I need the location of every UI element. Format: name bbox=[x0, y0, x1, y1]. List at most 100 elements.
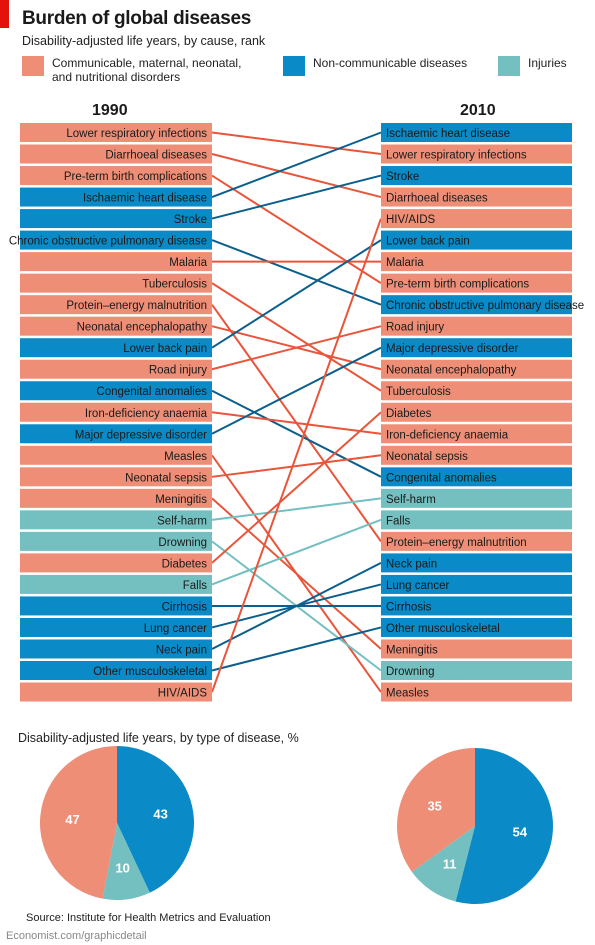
pie-label-2010-injuries: 11 bbox=[443, 856, 457, 871]
label-2010-chronic-obstructive-pulmonary-disease: Chronic obstructive pulmonary disease bbox=[386, 300, 584, 312]
box-1990-road-injury bbox=[20, 359, 212, 379]
label-1990-self-harm: Self-harm bbox=[157, 515, 207, 527]
rank-line-diabetes bbox=[211, 411, 382, 564]
brand-tag bbox=[0, 0, 9, 28]
label-1990-diarrhoeal-diseases: Diarrhoeal diseases bbox=[105, 150, 207, 162]
label-1990-meningitis: Meningitis bbox=[155, 494, 207, 506]
box-1990-drowning bbox=[20, 531, 212, 551]
label-2010-lower-respiratory-infections: Lower respiratory infections bbox=[386, 150, 527, 162]
pie-slice-2010-noncommunicable bbox=[455, 748, 554, 904]
label-2010-self-harm: Self-harm bbox=[386, 494, 436, 506]
rank-line-self-harm bbox=[211, 497, 382, 521]
label-2010-cirrhosis: Cirrhosis bbox=[386, 601, 432, 613]
label-1990-other-musculoskeletal: Other musculoskeletal bbox=[93, 666, 207, 678]
year-label-2010: 2010 bbox=[460, 102, 496, 119]
label-2010-iron-deficiency-anaemia: Iron-deficiency anaemia bbox=[386, 429, 509, 441]
pie-chart-1990: 43 10 47 bbox=[39, 746, 194, 900]
legend-swatch-injuries bbox=[498, 56, 520, 76]
label-2010-meningitis: Meningitis bbox=[386, 644, 438, 656]
rank-line-falls bbox=[211, 518, 382, 586]
box-2010-self-harm bbox=[381, 488, 572, 508]
label-2010-other-musculoskeletal: Other musculoskeletal bbox=[386, 623, 500, 635]
label-2010-road-injury: Road injury bbox=[386, 322, 444, 334]
label-2010-congenital-anomalies: Congenital anomalies bbox=[386, 472, 497, 484]
box-2010-major-depressive-disorder bbox=[381, 338, 572, 358]
label-1990-diabetes: Diabetes bbox=[162, 558, 208, 570]
legend-item-noncommunicable: Non-communicable diseases bbox=[283, 56, 467, 76]
box-1990-congenital-anomalies bbox=[20, 381, 212, 401]
box-1990-ischaemic-heart-disease bbox=[20, 187, 212, 207]
box-1990-hiv-aids bbox=[20, 682, 212, 702]
label-2010-stroke: Stroke bbox=[386, 171, 419, 183]
label-1990-lower-back-pain: Lower back pain bbox=[123, 343, 207, 355]
box-1990-self-harm bbox=[20, 510, 212, 530]
rank-line-stroke bbox=[211, 174, 382, 220]
rank-line-chronic-obstructive-pulmonary-disease bbox=[211, 239, 382, 306]
box-1990-pre-term-birth-complications bbox=[20, 166, 212, 186]
box-1990-measles bbox=[20, 445, 212, 465]
rank-boxes: Lower respiratory infections Lower respir… bbox=[9, 123, 584, 702]
pie-label-1990-noncommunicable: 43 bbox=[153, 806, 167, 821]
rank-line-major-depressive-disorder bbox=[211, 346, 382, 435]
label-2010-malaria: Malaria bbox=[386, 257, 424, 269]
legend-swatch-noncommunicable bbox=[283, 56, 305, 76]
box-1990-other-musculoskeletal bbox=[20, 661, 212, 680]
rank-line-iron-deficiency-anaemia bbox=[211, 411, 382, 435]
rank-line-lower-back-pain bbox=[211, 239, 382, 349]
box-2010-cirrhosis bbox=[381, 596, 572, 616]
box-2010-neonatal-encephalopathy bbox=[381, 359, 572, 379]
box-2010-diarrhoeal-diseases bbox=[381, 187, 572, 207]
box-1990-neonatal-encephalopathy bbox=[20, 316, 212, 336]
label-2010-neonatal-sepsis: Neonatal sepsis bbox=[386, 451, 468, 463]
pie-slice-1990-injuries bbox=[102, 823, 150, 900]
rank-line-lower-respiratory-infections bbox=[211, 131, 382, 156]
pie-slice-1990-communicable bbox=[39, 746, 117, 899]
box-2010-falls bbox=[381, 510, 572, 530]
box-2010-pre-term-birth-complications bbox=[381, 273, 572, 293]
box-2010-lower-respiratory-infections bbox=[381, 144, 572, 164]
label-2010-lung-cancer: Lung cancer bbox=[386, 580, 449, 592]
box-1990-lower-back-pain bbox=[20, 338, 212, 358]
box-1990-diabetes bbox=[20, 553, 212, 573]
rank-line-ischaemic-heart-disease bbox=[211, 131, 382, 198]
page-title: Burden of global diseases bbox=[22, 8, 251, 29]
label-1990-lower-respiratory-infections: Lower respiratory infections bbox=[66, 128, 207, 140]
label-2010-diarrhoeal-diseases: Diarrhoeal diseases bbox=[386, 193, 488, 205]
label-1990-malaria: Malaria bbox=[169, 257, 207, 269]
label-1990-major-depressive-disorder: Major depressive disorder bbox=[75, 429, 207, 441]
source-note: Source: Institute for Health Metrics and… bbox=[26, 912, 271, 924]
label-2010-neonatal-encephalopathy: Neonatal encephalopathy bbox=[386, 365, 517, 377]
legend-label-injuries: Injuries bbox=[528, 56, 567, 70]
label-1990-neonatal-encephalopathy: Neonatal encephalopathy bbox=[77, 322, 208, 334]
box-2010-measles bbox=[381, 682, 572, 702]
box-2010-road-injury bbox=[381, 316, 572, 336]
box-2010-malaria bbox=[381, 252, 572, 272]
box-2010-diabetes bbox=[381, 402, 572, 422]
box-1990-chronic-obstructive-pulmonary-disease bbox=[20, 230, 212, 250]
label-1990-measles: Measles bbox=[164, 451, 207, 463]
box-1990-protein-energy-malnutrition bbox=[20, 295, 212, 315]
label-2010-lower-back-pain: Lower back pain bbox=[386, 236, 470, 248]
box-2010-lower-back-pain bbox=[381, 230, 572, 250]
box-2010-tuberculosis bbox=[381, 381, 572, 401]
rank-line-congenital-anomalies bbox=[211, 389, 382, 478]
label-1990-cirrhosis: Cirrhosis bbox=[162, 601, 208, 613]
box-2010-hiv-aids bbox=[381, 209, 572, 229]
box-2010-iron-deficiency-anaemia bbox=[381, 424, 572, 444]
rank-line-pre-term-birth-complications bbox=[211, 174, 382, 284]
box-1990-diarrhoeal-diseases bbox=[20, 144, 212, 164]
box-2010-drowning bbox=[381, 661, 572, 680]
pie-section-title: Disability-adjusted life years, by type … bbox=[18, 731, 299, 745]
box-2010-neonatal-sepsis bbox=[381, 445, 572, 465]
label-2010-falls: Falls bbox=[386, 515, 411, 527]
box-2010-meningitis bbox=[381, 639, 572, 659]
label-1990-iron-deficiency-anaemia: Iron-deficiency anaemia bbox=[85, 408, 208, 420]
box-1990-lung-cancer bbox=[20, 617, 212, 637]
label-2010-diabetes: Diabetes bbox=[386, 408, 432, 420]
rank-line-other-musculoskeletal bbox=[211, 626, 382, 672]
label-2010-ischaemic-heart-disease: Ischaemic heart disease bbox=[386, 128, 510, 140]
rank-line-neonatal-sepsis bbox=[211, 454, 382, 478]
box-2010-congenital-anomalies bbox=[381, 467, 572, 487]
box-2010-chronic-obstructive-pulmonary-disease bbox=[381, 295, 572, 315]
label-2010-major-depressive-disorder: Major depressive disorder bbox=[386, 343, 518, 355]
